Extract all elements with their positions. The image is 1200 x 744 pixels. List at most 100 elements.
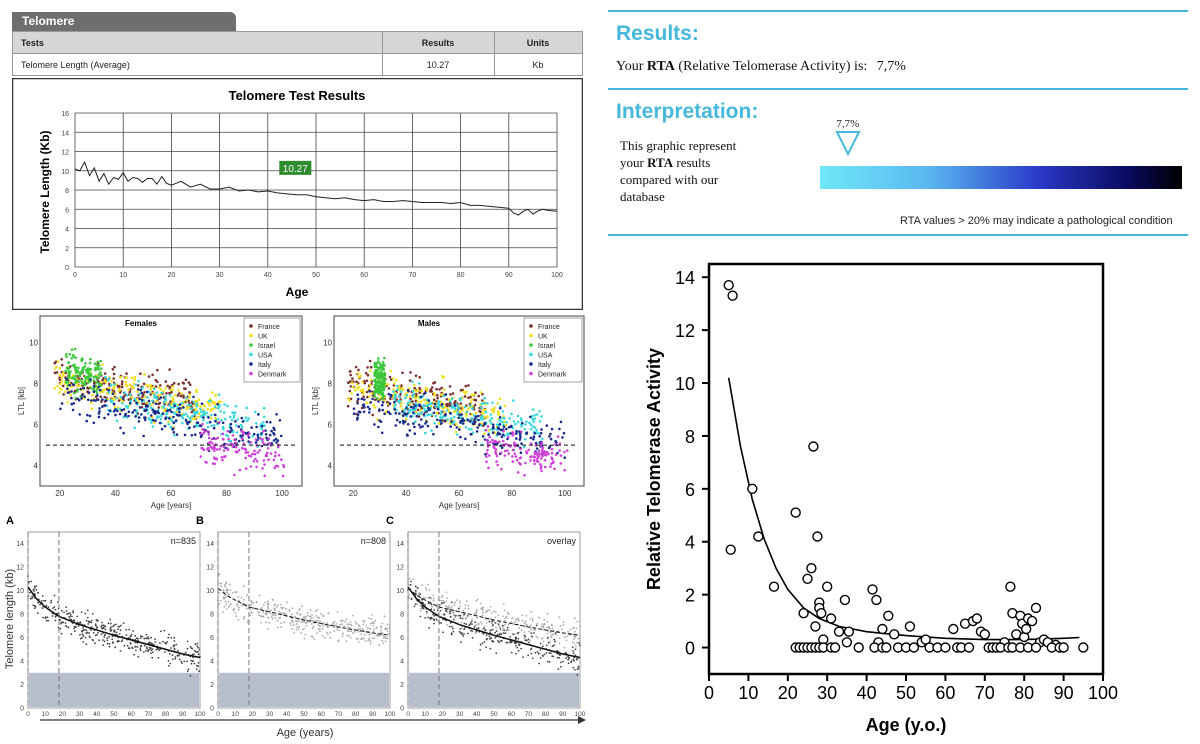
scatter-point <box>421 598 424 601</box>
scatter-point <box>206 407 210 411</box>
scatter-point <box>164 380 168 383</box>
scatter-point <box>150 636 153 639</box>
scatter-point <box>274 464 278 468</box>
x-axis-label: Age (years) <box>277 727 334 739</box>
interpretation-heading: Interpretation: <box>616 100 759 123</box>
scatter-point <box>140 644 143 647</box>
scatter-point <box>362 392 365 395</box>
scatter-point <box>216 402 219 406</box>
scatter-point <box>484 629 486 631</box>
scatter-point <box>140 635 142 638</box>
scatter-point <box>82 627 84 629</box>
scatter-point <box>497 413 501 416</box>
scatter-point <box>274 437 278 441</box>
scatter-point <box>420 410 423 414</box>
scatter-point <box>147 636 149 638</box>
interp-line-4: database <box>620 189 665 204</box>
scatter-point <box>52 607 54 610</box>
scatter-point <box>424 617 427 619</box>
scatter-point <box>271 613 274 616</box>
scatter-point <box>132 382 136 385</box>
scatter-point <box>382 363 385 366</box>
scatter-point <box>262 611 265 613</box>
scatter-point <box>146 637 148 640</box>
scatter-point <box>486 610 488 613</box>
scatter-point <box>452 611 455 614</box>
scatter-point <box>218 592 221 594</box>
scatter-point <box>362 390 365 393</box>
scatter-point <box>454 616 457 619</box>
scatter-point <box>57 601 59 604</box>
scatter-point <box>139 388 143 392</box>
y-tick-label: 14 <box>61 130 69 137</box>
scatter-point <box>214 437 218 441</box>
scatter-point <box>213 413 217 417</box>
scatter-point <box>37 601 39 604</box>
scatter-point <box>511 448 515 452</box>
scatter-point <box>70 618 73 621</box>
scatter-point <box>134 383 138 387</box>
scatter-point <box>485 438 488 442</box>
scatter-point <box>455 433 459 436</box>
scatter-point <box>445 609 447 611</box>
panel-title: Males <box>418 319 441 328</box>
scatter-point <box>543 623 546 625</box>
scatter-point <box>413 386 416 390</box>
scatter-point <box>249 454 253 458</box>
scatter-point <box>240 596 243 599</box>
scatter-point <box>474 621 477 623</box>
scatter-point <box>547 630 550 633</box>
scatter-point <box>29 591 31 594</box>
scatter-point <box>120 382 124 386</box>
scatter-point <box>115 396 118 400</box>
scatter-point <box>436 603 438 606</box>
scatter-point <box>125 394 129 397</box>
scatter-point <box>151 648 154 650</box>
scatter-point <box>121 397 125 400</box>
scatter-point <box>125 372 128 375</box>
scatter-point <box>304 633 307 636</box>
scatter-point <box>454 430 458 434</box>
scatter-point <box>386 637 389 640</box>
scatter-point <box>558 442 562 445</box>
scatter-point <box>394 403 397 407</box>
scatter-point <box>540 457 543 460</box>
scatter-point <box>548 626 550 629</box>
scatter-point <box>483 625 486 628</box>
scatter-point <box>375 388 379 392</box>
scatter-point <box>412 578 415 581</box>
scatter-point <box>90 621 93 624</box>
scatter-point <box>452 420 456 423</box>
scatter-point <box>559 454 563 457</box>
report-tab-title: Telomere <box>12 12 236 31</box>
scatter-point <box>322 622 325 625</box>
scatter-point <box>71 615 73 618</box>
scatter-point <box>1005 581 1016 592</box>
scatter-point <box>467 607 470 610</box>
scatter-point <box>531 617 534 620</box>
scatter-point <box>484 410 488 414</box>
scatter-point <box>175 433 179 436</box>
scatter-point <box>85 643 88 646</box>
scatter-point <box>425 586 427 589</box>
scatter-point <box>209 445 213 449</box>
scatter-point <box>548 652 551 654</box>
scatter-point <box>80 397 83 400</box>
scatter-point <box>140 398 144 402</box>
x-tick-label: 20 <box>249 711 257 718</box>
scatter-point <box>300 605 303 608</box>
scatter-point <box>113 630 116 633</box>
scatter-point <box>533 462 536 466</box>
scatter-point <box>400 384 403 387</box>
scatter-point <box>511 427 515 430</box>
scatter-point <box>100 633 103 636</box>
scatter-point <box>194 643 197 646</box>
scatter-point <box>481 607 484 610</box>
scatter-point <box>509 425 513 428</box>
scatter-point <box>196 642 199 645</box>
scatter-point <box>561 628 563 630</box>
marker-label: 7,7% <box>836 118 860 130</box>
scatter-point <box>553 467 556 471</box>
x-tick-label: 40 <box>857 683 877 703</box>
scatter-point <box>152 651 154 654</box>
